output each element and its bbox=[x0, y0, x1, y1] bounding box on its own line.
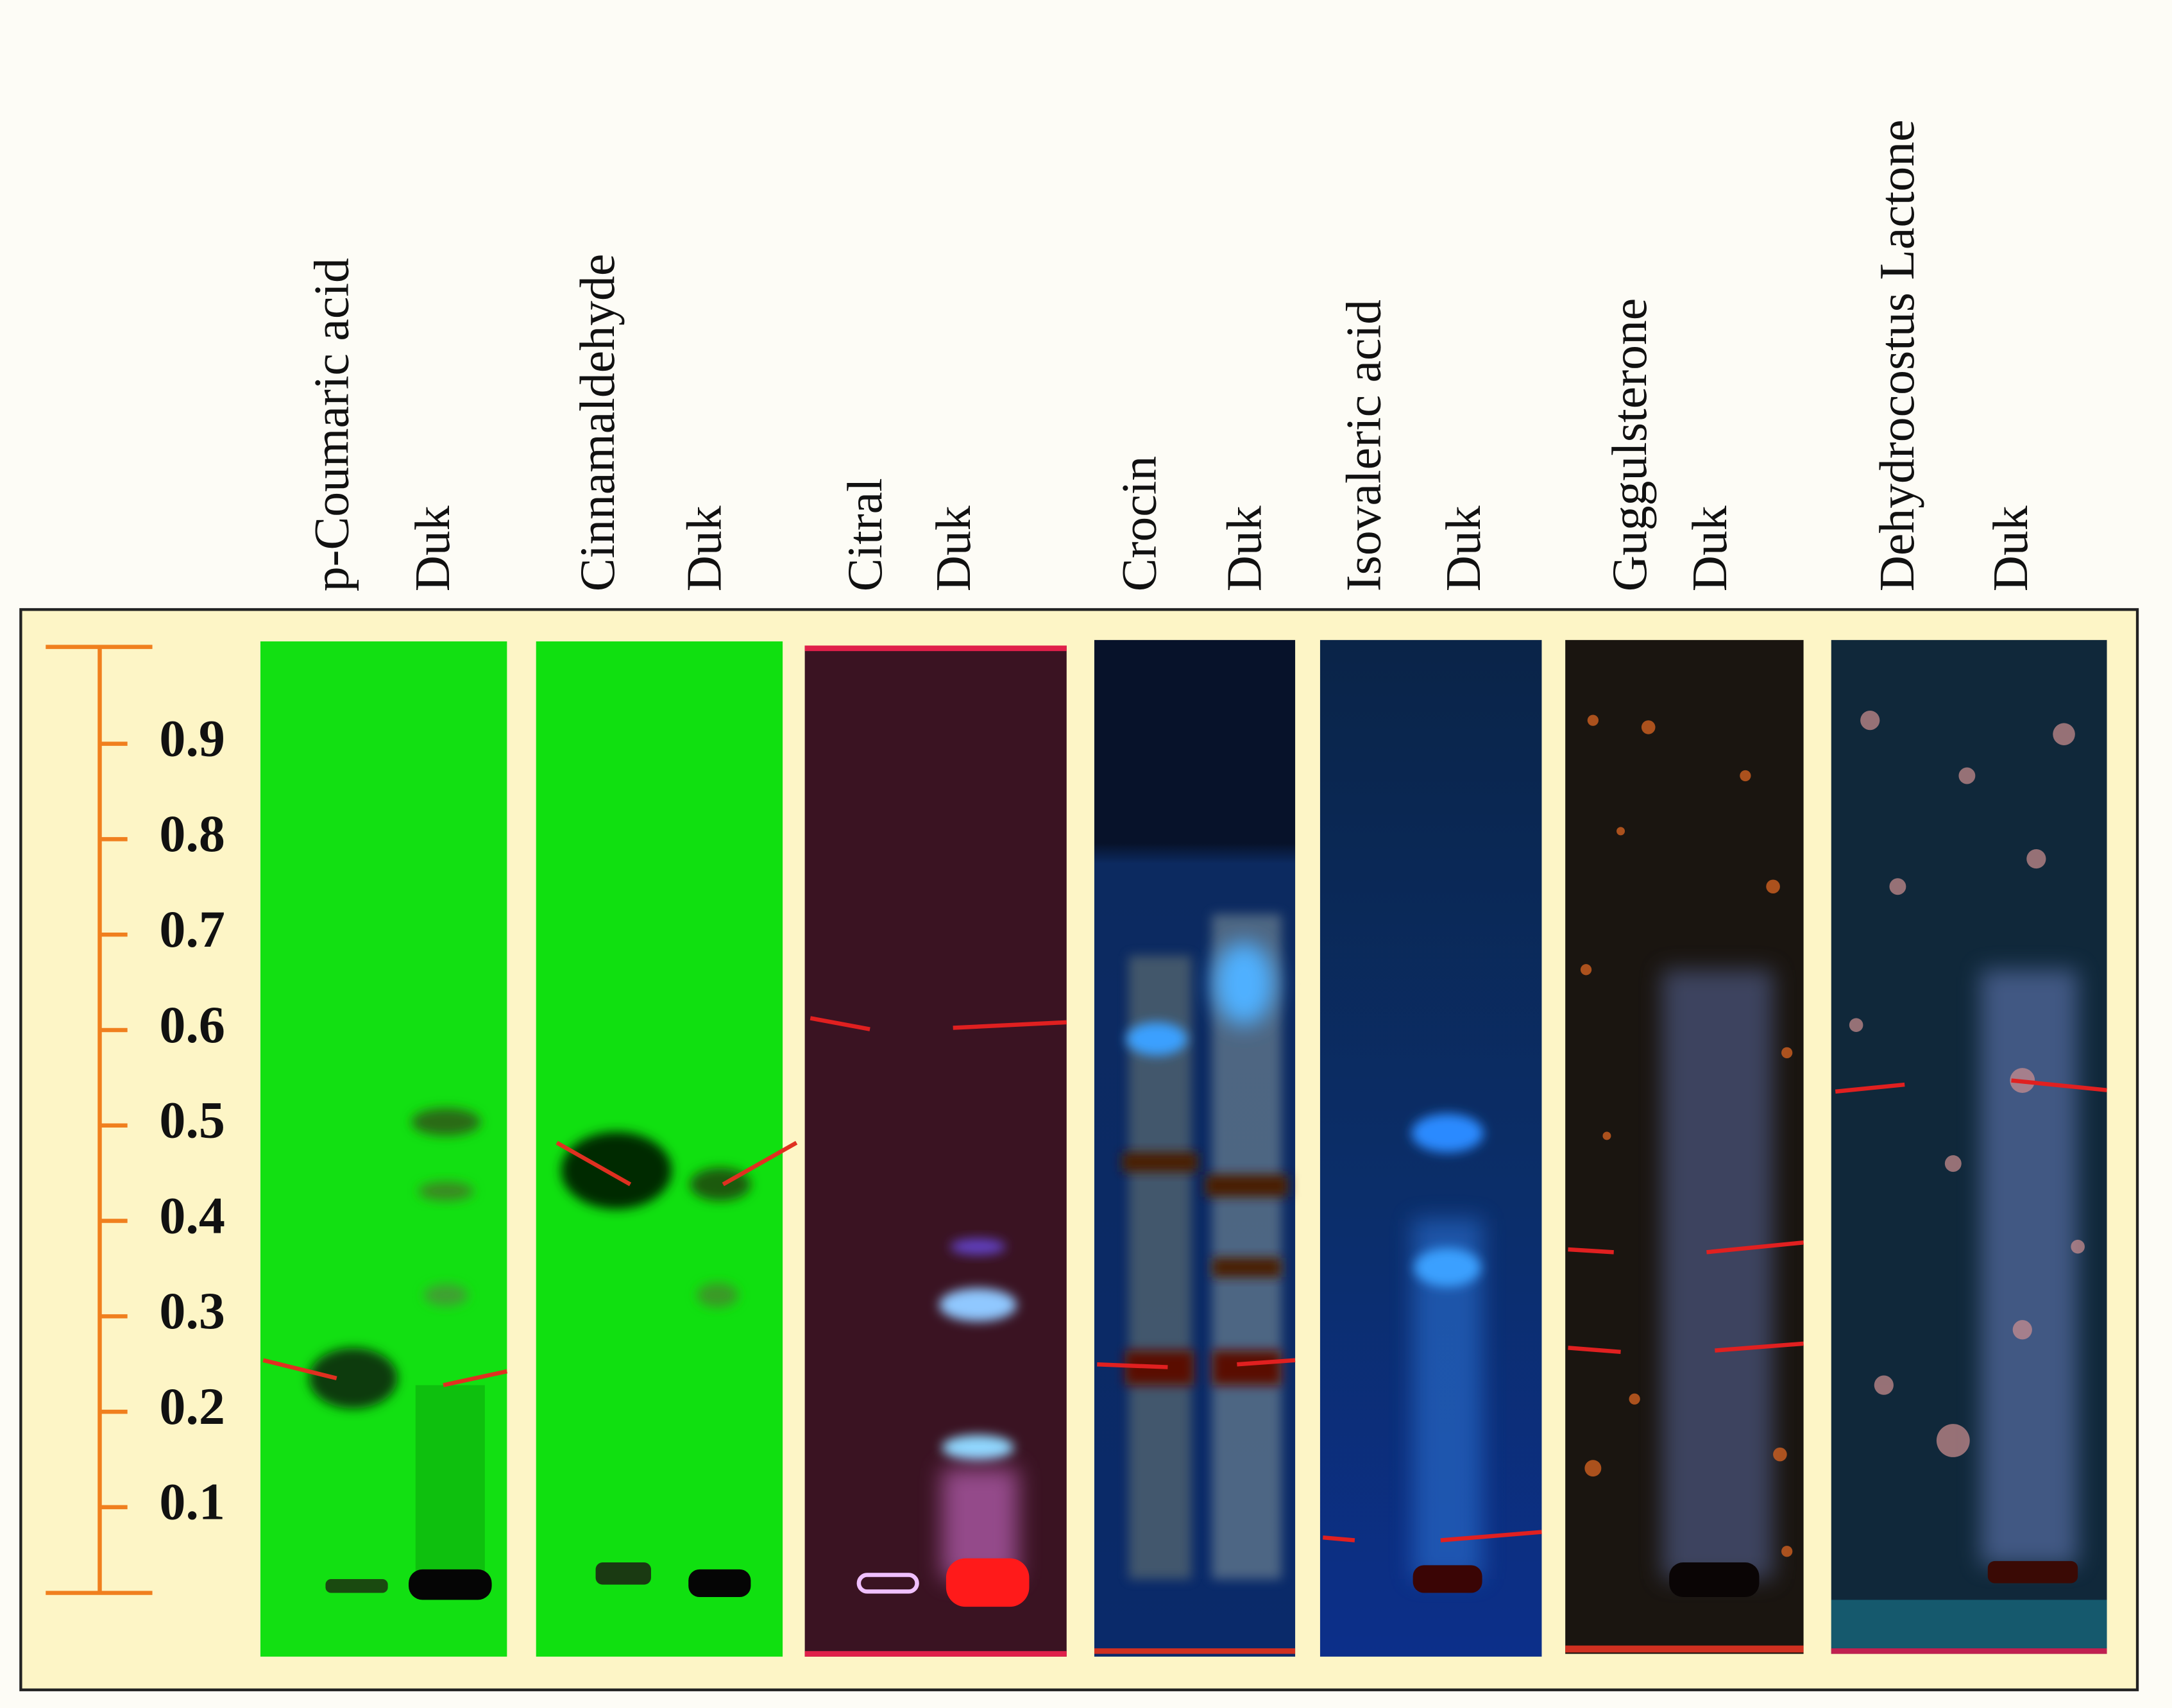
scale-tick-label: 0.8 bbox=[159, 804, 225, 863]
lane-label: Dehydrocostus Lactone bbox=[1869, 119, 1924, 591]
lane-label: Cinnamaldehyde bbox=[570, 254, 625, 592]
lane-label: Duk bbox=[1983, 505, 2038, 591]
plate-5 bbox=[1319, 639, 1542, 1657]
scale-tick-label: 0.4 bbox=[159, 1186, 225, 1244]
lane-label: Duk bbox=[1217, 505, 1272, 591]
scale-tick-label: 0.6 bbox=[159, 995, 225, 1054]
plate-3 bbox=[804, 645, 1067, 1657]
lane-label: p-Coumaric acid bbox=[304, 258, 359, 591]
scale-tick-label: 0.5 bbox=[159, 1091, 225, 1149]
rf-scale bbox=[46, 645, 153, 1595]
lane-label: Duk bbox=[1682, 505, 1737, 591]
lane-label: Guggulsterone bbox=[1602, 298, 1657, 592]
scale-tick-label: 0.3 bbox=[159, 1281, 225, 1340]
labels: p-Coumaric acid Duk Cinnamaldehyde Duk Citra… bbox=[99, 119, 2038, 1531]
plate-1 bbox=[260, 641, 508, 1657]
lane-label: Duk bbox=[405, 505, 460, 591]
scale-tick-label: 0.2 bbox=[159, 1377, 225, 1435]
lane-label: Duk bbox=[926, 505, 981, 591]
scale-tick-label: 0.7 bbox=[159, 900, 225, 958]
lane-label: Isovaleric acid bbox=[1336, 300, 1391, 591]
scale-tick-label: 0.9 bbox=[159, 709, 225, 767]
plate-6 bbox=[1565, 639, 1804, 1654]
lane-label: Duk bbox=[1436, 505, 1491, 591]
lane-label: Citral bbox=[837, 478, 892, 591]
lane-label: Crocin bbox=[1112, 456, 1167, 592]
plate-4 bbox=[1094, 639, 1296, 1657]
plate-2 bbox=[536, 641, 798, 1657]
lane-label: Duk bbox=[676, 505, 731, 591]
scale-tick-label: 0.1 bbox=[159, 1473, 225, 1531]
plate-7 bbox=[1831, 639, 2107, 1654]
